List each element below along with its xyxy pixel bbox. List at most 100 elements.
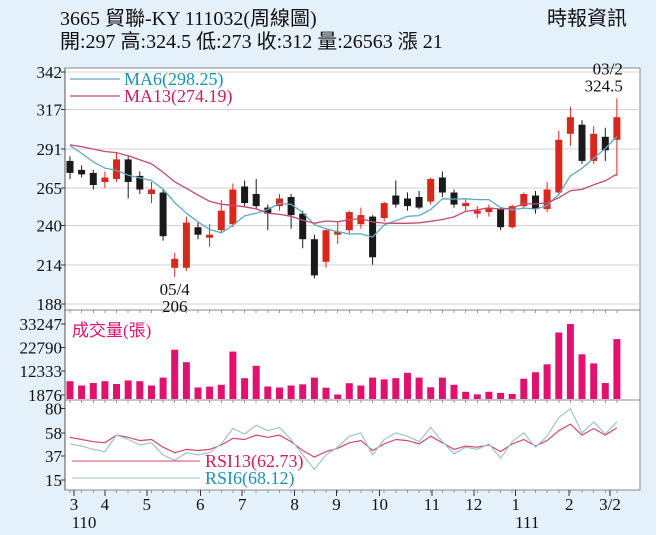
price-legend: MA6(298.25)MA13(274.19) (70, 69, 233, 107)
volume-bar (404, 372, 411, 399)
candle-body (566, 117, 574, 134)
candle-body (159, 192, 167, 237)
rsi-legend: RSI13(62.73)RSI6(68.12) (72, 451, 304, 489)
volume-bar (299, 384, 307, 399)
candle-body (532, 195, 539, 210)
candle-down (497, 207, 505, 231)
volume-bar (287, 385, 295, 399)
volume-bar (310, 377, 318, 399)
volume-bar (520, 378, 528, 399)
candle-down (89, 169, 97, 190)
candle-body (322, 230, 330, 262)
candle-up (566, 106, 574, 146)
volume-tick-label: 12333 (20, 362, 63, 381)
candle-down (252, 179, 260, 210)
candle-body (555, 139, 563, 193)
candle-up (206, 224, 214, 247)
month-label: 1 (511, 495, 520, 514)
rsi-tick-label: 58 (45, 424, 62, 443)
candle-body (485, 207, 493, 213)
candle-body (89, 172, 97, 185)
header-row: 3665 貿聯-KY 111032(周線圖) 時報資訊 (60, 8, 627, 30)
candle-body (543, 189, 551, 210)
volume-bar (357, 385, 365, 399)
quote-line: 開:297 高:324.5 低:273 收:312 量:26563 漲 21 (60, 31, 443, 53)
volume-bar (159, 377, 167, 399)
chart-title: 3665 貿聯-KY 111032(周線圖) (60, 8, 317, 30)
candle-body (136, 175, 144, 190)
volume-bar (462, 391, 470, 399)
rsi6-line (69, 408, 618, 470)
volume-bar (566, 324, 574, 399)
candle-up (473, 206, 481, 219)
volume-bar (276, 387, 283, 399)
candlesticks (66, 98, 621, 279)
candle-body (427, 179, 435, 202)
candle-up (322, 228, 330, 268)
high-annotation-date: 03/2 (593, 59, 623, 78)
volume-bar (427, 387, 435, 399)
candle-up (427, 177, 435, 205)
candle-body (590, 133, 598, 161)
price-tick-label: 188 (37, 295, 63, 314)
candle-body (101, 177, 109, 182)
candle-up (485, 204, 493, 217)
low-annotation-date: 05/4 (160, 280, 191, 299)
volume-bar (590, 363, 598, 399)
candle-body (182, 222, 190, 268)
candle-body (404, 198, 411, 207)
legend-label: RSI6(68.12) (205, 468, 295, 489)
candle-up (462, 198, 470, 211)
rsi-tick-label: 15 (45, 471, 62, 490)
candle-down (392, 180, 400, 208)
volume-bar (508, 394, 516, 399)
candle-down (601, 127, 609, 161)
candle-down (136, 171, 144, 194)
candle-body (78, 169, 86, 175)
candle-up (555, 130, 563, 196)
candle-body (124, 159, 132, 182)
candle-body (171, 258, 179, 268)
price-tick-label: 240 (37, 217, 63, 236)
candle-down (78, 165, 86, 178)
year-label: 111 (515, 513, 539, 532)
month-label: 3/2 (599, 495, 621, 514)
candle-body (357, 215, 365, 225)
candle-body (613, 117, 621, 140)
volume-bar (369, 377, 377, 399)
candle-up (101, 171, 109, 188)
candle-body (345, 212, 353, 231)
price-tick-label: 291 (37, 140, 63, 159)
volume-bar (532, 372, 539, 399)
candle-down (299, 210, 307, 249)
candle-down (578, 120, 586, 164)
rsi13-line (69, 423, 618, 458)
plot-panel (64, 67, 641, 491)
month-label: 12 (465, 495, 482, 514)
candle-body (229, 189, 237, 225)
candle-down (66, 156, 74, 179)
month-label: 2 (565, 495, 574, 514)
volume-bar (438, 377, 446, 399)
candle-up (182, 216, 190, 271)
volume-bar (194, 387, 202, 399)
volume-bar (345, 383, 353, 399)
candle-body (148, 189, 155, 194)
candle-up (345, 210, 353, 235)
candle-up (520, 192, 528, 210)
price-tick-label: 342 (37, 63, 63, 82)
volume-panel-label: 成交量(張) (72, 321, 151, 340)
volume-bar (485, 391, 493, 399)
candle-body (241, 186, 249, 204)
candle-body (276, 198, 283, 207)
volume-bar (229, 351, 237, 399)
volume-tick-label: 1876 (28, 386, 62, 405)
legend-label: MA13(274.19) (124, 86, 233, 107)
volume-bar (66, 381, 74, 399)
ma13-line (69, 144, 618, 224)
